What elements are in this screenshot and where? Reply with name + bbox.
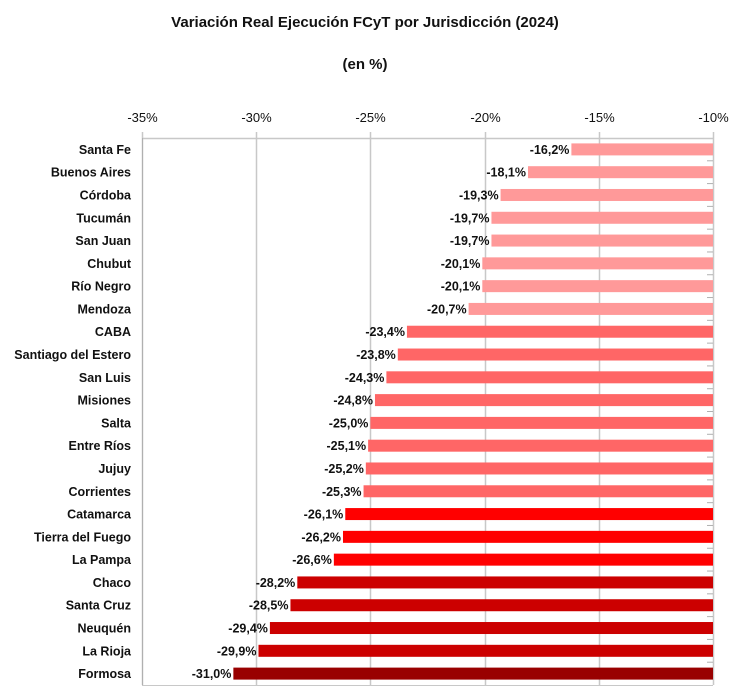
category-label: Tucumán (76, 211, 131, 225)
x-tick-label: -20% (470, 110, 501, 125)
data-label: -31,0% (192, 667, 232, 681)
data-label: -23,8% (356, 348, 396, 362)
labels: -16,2% Santa Fe -18,1% Buenos Aires -19,3% Có… (14, 143, 569, 681)
category-label: CABA (95, 325, 131, 339)
data-label: -26,1% (304, 508, 344, 522)
bar-neuquén (269, 622, 713, 635)
data-label: -24,8% (333, 394, 373, 408)
data-label: -19,7% (450, 234, 490, 248)
data-label: -25,3% (322, 485, 362, 499)
data-label: -28,2% (256, 576, 296, 590)
bar-la-rioja (258, 644, 713, 657)
category-label: Entre Ríos (68, 439, 131, 453)
data-label: -29,4% (228, 622, 268, 636)
category-label: Jujuy (98, 462, 131, 476)
x-tick-label: -10% (698, 110, 729, 125)
bar-salta (370, 416, 713, 429)
x-tick-label: -35% (127, 110, 158, 125)
data-label: -19,7% (450, 211, 490, 225)
data-label: -20,7% (427, 302, 467, 316)
bar-santa-cruz (290, 599, 713, 612)
data-label: -20,1% (441, 257, 481, 271)
x-tick-label: -15% (584, 110, 615, 125)
x-tick-label: -30% (241, 110, 272, 125)
category-label: San Juan (75, 234, 131, 248)
data-label: -25,1% (327, 439, 367, 453)
category-label: La Rioja (82, 644, 132, 658)
bar-tucumán (491, 211, 713, 224)
bar-la-pampa (333, 553, 713, 566)
category-label: Chubut (87, 257, 132, 271)
category-label: Salta (101, 416, 132, 430)
bar-formosa (233, 667, 714, 680)
data-label: -29,9% (217, 644, 257, 658)
bar-mendoza (468, 302, 713, 315)
category-label: Catamarca (67, 508, 132, 522)
data-label: -25,0% (329, 416, 369, 430)
bar-santa-fe (571, 143, 713, 156)
chart-subtitle: (en %) (342, 56, 388, 73)
bar-buenos-aires (527, 166, 713, 179)
bar-san-juan (491, 234, 713, 247)
data-label: -25,2% (324, 462, 364, 476)
category-label: Santiago del Estero (14, 348, 131, 362)
bar-misiones (374, 394, 713, 407)
data-label: -28,5% (249, 599, 289, 613)
category-label: Río Negro (71, 280, 131, 294)
bar-chaco (297, 576, 713, 589)
axes: -35% -30% -25% -20% -15% -10% (127, 110, 729, 686)
bar-corrientes (363, 485, 713, 498)
category-label: Misiones (78, 394, 132, 408)
bar-santiago-del-estero (397, 348, 713, 361)
category-label: Córdoba (80, 188, 132, 202)
category-label: Formosa (78, 667, 132, 681)
data-label: -24,3% (345, 371, 385, 385)
bars (233, 143, 714, 680)
bar-río-negro (482, 280, 713, 293)
data-label: -26,2% (301, 530, 341, 544)
data-label: -20,1% (441, 280, 481, 294)
bar-jujuy (365, 462, 713, 475)
data-label: -16,2% (530, 143, 570, 157)
data-label: -23,4% (365, 325, 405, 339)
bar-caba (406, 325, 713, 338)
category-label: Neuquén (78, 622, 131, 636)
category-label: Corrientes (68, 485, 131, 499)
bar-entre-ríos (368, 439, 713, 452)
category-label: Santa Cruz (66, 599, 131, 613)
category-label: San Luis (79, 371, 131, 385)
category-label: Santa Fe (79, 143, 131, 157)
bar-tierra-del-fuego (342, 530, 713, 543)
data-label: -26,6% (292, 553, 332, 567)
category-label: Buenos Aires (51, 166, 131, 180)
data-label: -18,1% (486, 166, 526, 180)
bar-chubut (482, 257, 713, 270)
chart-title: Variación Real Ejecución FCyT por Jurisd… (171, 14, 559, 31)
category-label: Mendoza (78, 302, 133, 316)
category-label: Chaco (93, 576, 132, 590)
x-tick-label: -25% (355, 110, 386, 125)
bar-catamarca (345, 508, 713, 521)
bar-san-luis (386, 371, 713, 384)
category-label: Tierra del Fuego (34, 530, 131, 544)
category-label: La Pampa (72, 553, 132, 567)
bar-córdoba (500, 188, 713, 201)
data-label: -19,3% (459, 188, 499, 202)
